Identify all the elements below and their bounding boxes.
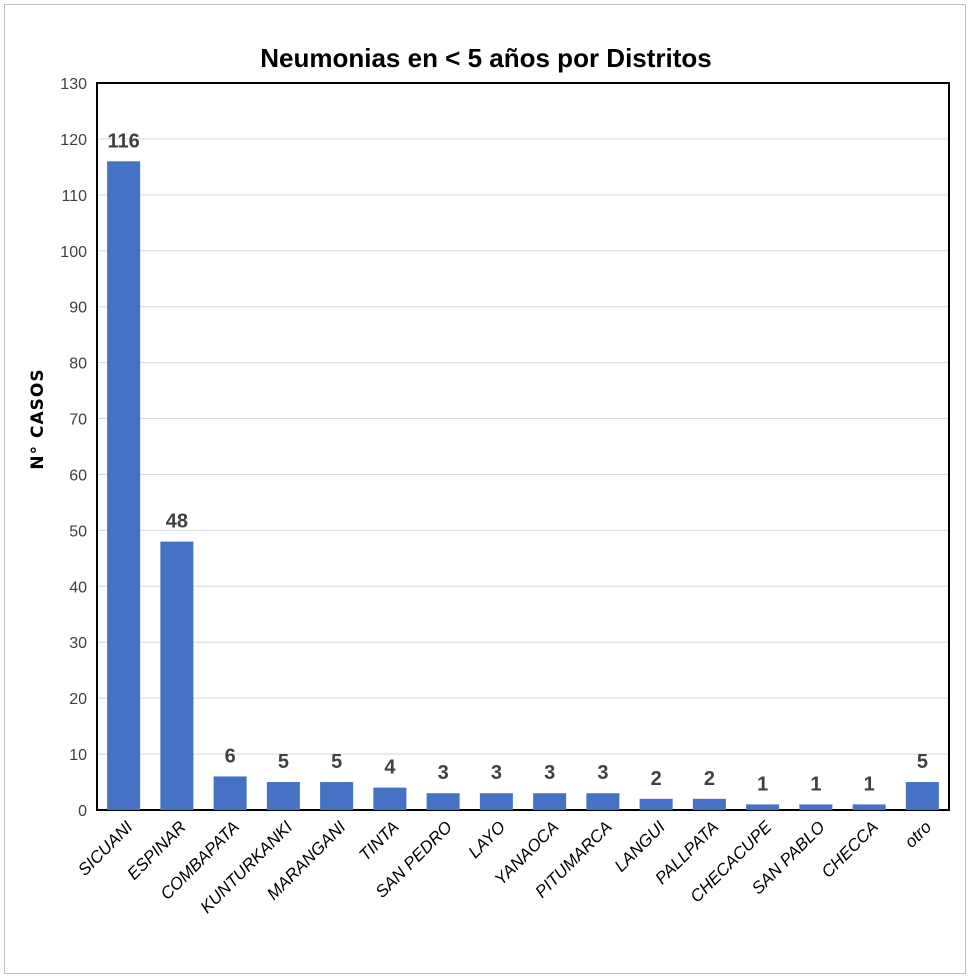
data-label: 1 — [757, 773, 768, 795]
bar-chart: Neumonias en < 5 años por Distritos N° C… — [28, 43, 950, 917]
data-label: 116 — [107, 130, 139, 152]
data-label: 3 — [544, 762, 555, 784]
data-label: 3 — [597, 762, 608, 784]
bar-pallpata — [692, 798, 726, 810]
data-label: 3 — [438, 762, 449, 784]
data-label: 2 — [704, 768, 715, 790]
category-label: LAYO — [465, 817, 510, 862]
gridlines — [97, 138, 949, 755]
data-label: 5 — [917, 751, 928, 773]
y-tick-label: 100 — [60, 244, 87, 261]
category-label: otro — [901, 817, 935, 851]
plot-area — [96, 82, 950, 811]
y-axis-label: N° CASOS — [28, 368, 48, 469]
bar-langui — [639, 798, 673, 810]
data-label: 3 — [491, 762, 502, 784]
y-tick-label: 90 — [69, 300, 87, 317]
bar-espinar — [160, 541, 194, 810]
data-label: 1 — [810, 773, 821, 795]
category-labels: SICUANIESPINARCOMBAPATAKUNTURKANKIMARANG… — [74, 817, 935, 917]
bar-tinta — [373, 787, 407, 810]
y-tick-label: 0 — [78, 803, 87, 820]
bars — [107, 161, 939, 811]
data-labels: 116 48 6 5 5 4 3 3 3 3 2 2 1 1 1 5 — [107, 130, 927, 795]
y-tick-label: 130 — [60, 76, 87, 93]
y-tick-label: 70 — [69, 412, 87, 429]
data-label: 48 — [166, 511, 188, 533]
data-label: 1 — [864, 773, 875, 795]
bar-checca — [852, 804, 886, 810]
bar-sicuani — [107, 161, 141, 811]
chart-frame: Neumonias en < 5 años por Distritos N° C… — [4, 4, 966, 974]
category-label: TINTA — [355, 817, 402, 864]
y-tick-label: 80 — [69, 356, 87, 373]
bar-combapata — [213, 776, 247, 810]
category-label: KUNTURKANKI — [197, 817, 297, 917]
y-tick-label: 30 — [69, 635, 87, 652]
bar-otro — [905, 782, 939, 810]
data-label: 6 — [225, 745, 236, 767]
y-tick-label: 120 — [60, 132, 87, 149]
bar-san-pablo — [799, 804, 833, 810]
bar-kunturkanki — [266, 782, 300, 810]
data-label: 4 — [384, 757, 396, 779]
y-tick-label: 60 — [69, 467, 87, 484]
data-label: 2 — [651, 768, 662, 790]
bar-layo — [479, 793, 513, 810]
data-label: 5 — [331, 751, 342, 773]
data-label: 5 — [278, 751, 289, 773]
chart-title: Neumonias en < 5 años por Distritos — [260, 43, 712, 73]
bar-marangani — [320, 782, 354, 810]
bar-yanaoca — [533, 793, 567, 810]
y-tick-label: 110 — [61, 188, 87, 205]
bar-checacupe — [746, 804, 780, 810]
bar-pitumarca — [586, 793, 620, 810]
bar-san-pedro — [426, 793, 460, 810]
category-label: CHECCA — [818, 817, 882, 881]
y-tick-label: 10 — [69, 747, 87, 764]
y-tick-label: 50 — [69, 523, 87, 540]
y-tick-label: 40 — [69, 579, 87, 596]
y-axis-ticks: 0 10 20 30 40 50 60 70 80 90 100 110 120 130 — [60, 76, 87, 820]
y-tick-label: 20 — [69, 691, 87, 708]
